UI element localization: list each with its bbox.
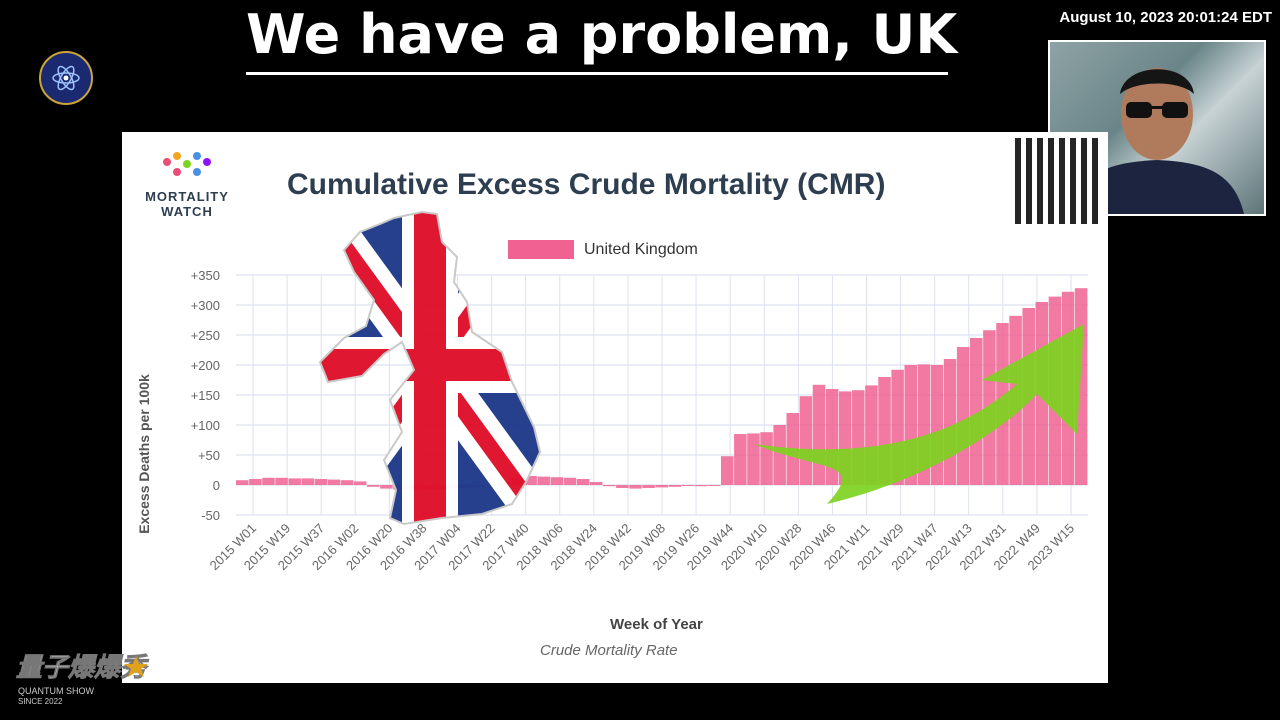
data-bar (367, 485, 380, 487)
star-icon (124, 656, 148, 677)
data-bar (288, 478, 301, 485)
data-bar (681, 485, 695, 486)
qr-code-icon (1015, 138, 1101, 224)
data-bar (747, 433, 760, 485)
logo-line2: WATCH (161, 204, 213, 219)
channel-emblem-icon (39, 51, 93, 105)
y-tick-label: +300 (191, 298, 220, 313)
y-tick-label: +250 (191, 328, 220, 343)
data-bar (642, 485, 655, 488)
data-bar (668, 485, 682, 487)
y-tick-label: +350 (191, 268, 220, 283)
headline: We have a problem, UK (246, 0, 957, 75)
mortality-watch-logo: MORTALITY WATCH (136, 150, 238, 219)
data-bar (380, 485, 393, 489)
chart-caption: Crude Mortality Rate (540, 642, 678, 659)
y-axis-label: Excess Deaths per 100k (136, 374, 152, 534)
data-bar (629, 485, 642, 489)
brand-since-text: SINCE 2022 (18, 697, 63, 706)
x-axis-label: Week of Year (610, 616, 703, 633)
webcam-feed (1048, 40, 1266, 216)
legend-label: United Kingdom (584, 240, 698, 258)
data-bar (563, 477, 577, 485)
chart-legend: United Kingdom (508, 240, 698, 259)
data-bar (655, 485, 668, 488)
brand-cn-text: 量子爆爆秀 (16, 653, 149, 683)
data-bar (249, 479, 262, 485)
data-bar (773, 425, 786, 485)
data-bar (537, 476, 550, 485)
data-bar (275, 477, 288, 485)
logo-line1: MORTALITY (145, 189, 229, 204)
data-bar (930, 365, 944, 485)
data-bar (694, 485, 708, 487)
brand-en-text: QUANTUM SHOW (18, 686, 95, 696)
data-bar (550, 477, 564, 485)
y-tick-label: +200 (191, 358, 220, 373)
y-tick-label: +150 (191, 388, 220, 403)
y-tick-label: -50 (201, 508, 220, 523)
data-bar (327, 479, 341, 485)
data-bar (353, 481, 367, 485)
data-bar (314, 479, 328, 485)
data-bar (576, 479, 590, 485)
quantum-show-logo: 量子爆爆秀 QUANTUM SHOW SINCE 2022 (14, 620, 150, 708)
data-bar (799, 396, 813, 485)
data-bar (340, 480, 354, 485)
data-bar (589, 482, 603, 485)
data-bar (603, 485, 616, 487)
timestamp: August 10, 2023 20:01:24 EDT (1059, 9, 1272, 26)
data-bar (236, 480, 249, 485)
data-bar (956, 347, 970, 485)
logo-mark-icon (163, 152, 211, 176)
data-bar (943, 359, 957, 485)
data-bar (707, 485, 721, 486)
legend-swatch (508, 240, 574, 259)
data-bar (262, 477, 275, 485)
y-tick-label: +100 (191, 418, 220, 433)
data-bar (301, 478, 315, 485)
trend-arrow-icon (754, 324, 1084, 504)
data-bar (524, 476, 537, 485)
data-bar (720, 456, 734, 485)
data-bar (812, 384, 826, 485)
data-bar (616, 485, 629, 488)
chart-title: Cumulative Excess Crude Mortality (CMR) (287, 168, 886, 201)
data-bar (970, 338, 983, 485)
y-tick-label: 0 (213, 478, 220, 493)
data-bar (734, 434, 747, 485)
chart-slide: MORTALITY WATCH Cumulative Excess Crude … (122, 132, 1108, 683)
y-tick-label: +50 (198, 448, 220, 463)
data-bar (760, 432, 773, 485)
